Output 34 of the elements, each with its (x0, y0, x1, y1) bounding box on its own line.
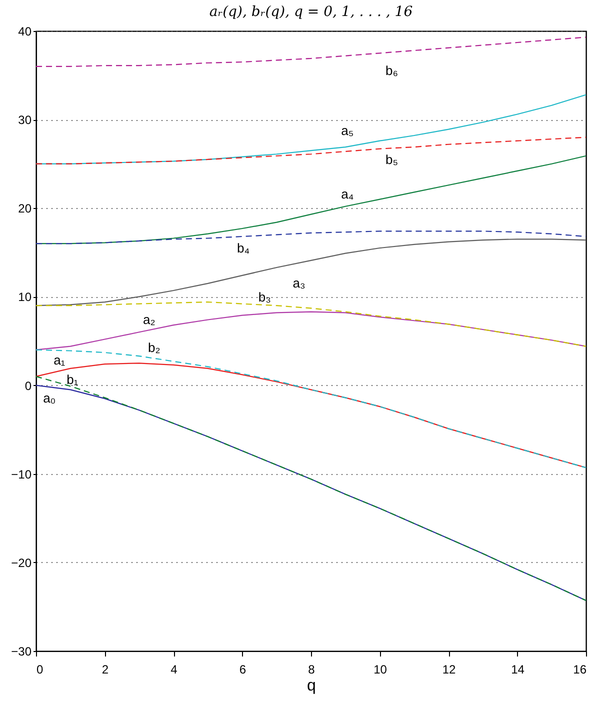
series-label: b₃ (258, 290, 271, 305)
series-label: a₂ (142, 312, 156, 328)
x-tick-label: 14 (511, 662, 525, 676)
series-label: b₅ (386, 152, 398, 167)
series-label: a₀ (43, 390, 56, 406)
y-tick-label: 0 (24, 378, 32, 393)
y-tick-label: −30 (11, 644, 32, 658)
y-tick-label: 20 (18, 202, 32, 216)
x-axis-title: q (307, 678, 316, 694)
series-label: a₅ (341, 123, 354, 138)
y-tick-label: 40 (18, 24, 32, 38)
series-label: b₄ (236, 240, 250, 256)
x-tick-label: 4 (170, 662, 178, 676)
series-label: b₁ (66, 372, 79, 388)
x-tick-label: 6 (239, 662, 246, 676)
y-tick-label: 30 (18, 113, 32, 128)
chart-title: aᵣ(q), bᵣ(q), q = 0, 1, . . . , 16 (209, 4, 413, 20)
series-label: a₄ (341, 186, 354, 202)
x-tick-label: 0 (36, 662, 44, 676)
y-tick-label: −20 (11, 556, 32, 570)
series-label: a₁ (54, 352, 66, 368)
series-label: b₂ (148, 340, 160, 356)
x-tick-label: 10 (374, 662, 388, 676)
x-tick-label: 12 (442, 662, 456, 676)
series-label: b₆ (386, 63, 398, 78)
x-tick-label: 16 (573, 662, 587, 676)
line-series (35, 136, 587, 164)
y-tick-label: 10 (18, 290, 32, 304)
series-label: a₃ (292, 275, 306, 290)
line-series (35, 36, 587, 67)
x-tick-label: 2 (102, 662, 109, 676)
line-series (35, 230, 587, 244)
y-tick-label: −10 (11, 467, 32, 482)
x-tick-label: 8 (308, 662, 316, 676)
